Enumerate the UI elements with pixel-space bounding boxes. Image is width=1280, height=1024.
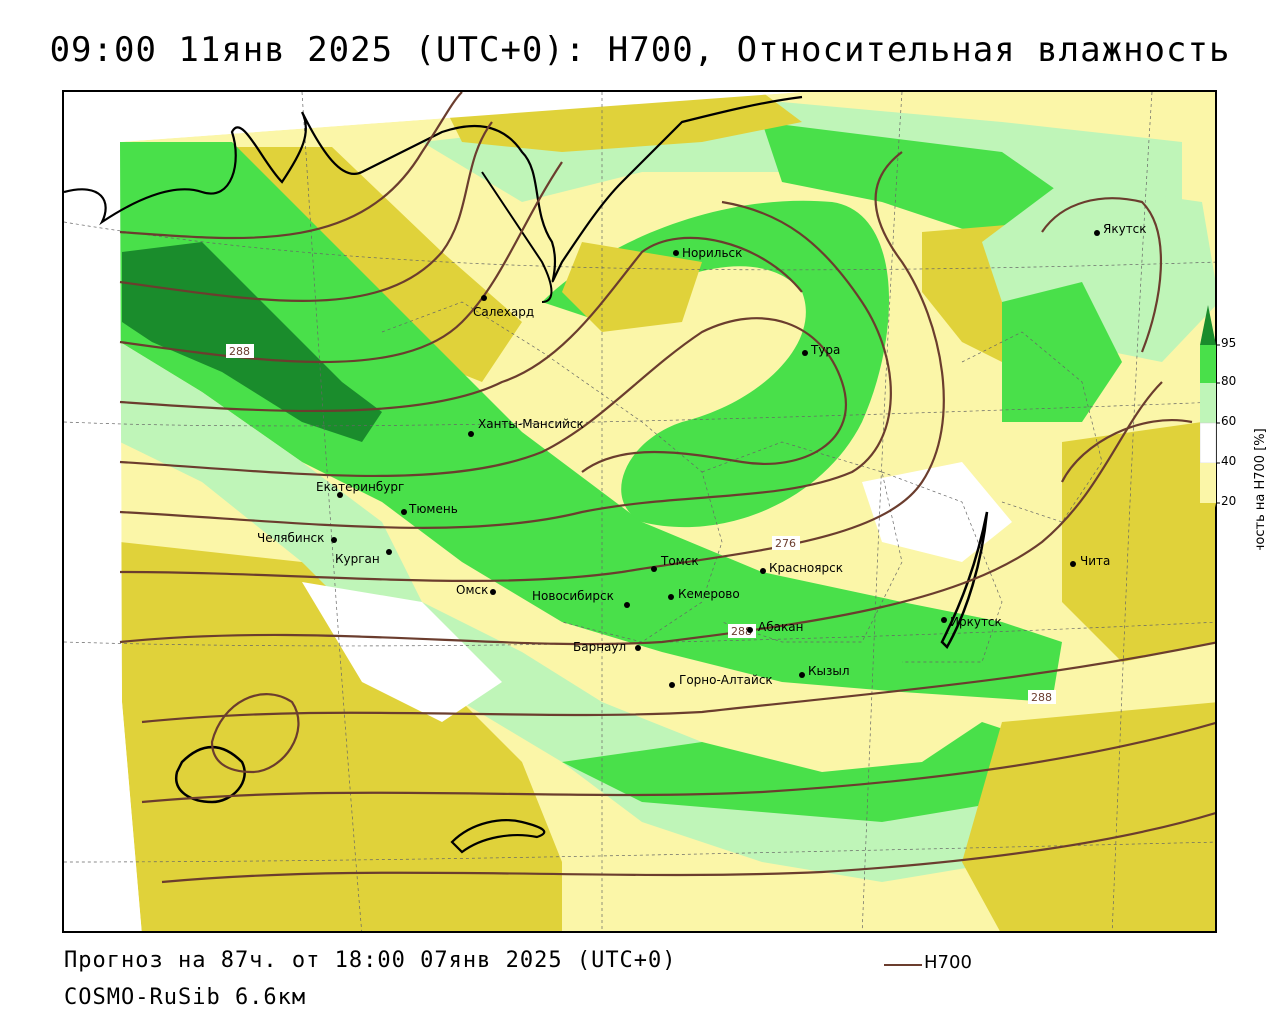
humidity-field [64, 92, 1215, 931]
city-tura: Тура [802, 343, 840, 357]
svg-text:288: 288 [229, 345, 250, 358]
contour-label-288-nw: 288 [226, 344, 254, 358]
svg-text:Тура: Тура [810, 343, 840, 357]
cities: Норильск Якутск Салехард Тура Ханты-Манс… [257, 222, 1147, 688]
svg-text:Тюмень: Тюмень [408, 502, 458, 516]
colorbar-tick-95: 95 [1221, 336, 1236, 350]
city-chita: Чита [1070, 554, 1110, 568]
city-novosibirsk: Новосибирск [532, 589, 630, 608]
svg-text:Норильск: Норильск [682, 246, 742, 260]
city-kurgan: Курган [335, 549, 392, 566]
city-kemerovo: Кемерово [668, 587, 740, 601]
svg-text:Томск: Томск [660, 554, 699, 568]
contour-labels: 288 276 288 288 [226, 344, 1056, 704]
humidity-green-band [120, 142, 1062, 702]
city-salekhard: Салехард [473, 295, 534, 319]
city-irkutsk: Иркутск [941, 615, 1002, 629]
svg-text:Омск: Омск [456, 583, 488, 597]
contour-label-288-east: 288 [1028, 690, 1056, 704]
humidity-lightgreen-south [120, 342, 1002, 882]
contour-label-276: 276 [772, 536, 800, 550]
svg-text:Якутск: Якутск [1103, 222, 1147, 236]
svg-text:Кызыл: Кызыл [808, 664, 850, 678]
svg-text:Новосибирск: Новосибирск [532, 589, 614, 603]
colorbar-light-yellow [1200, 463, 1216, 503]
humidity-green-arctic [762, 122, 1102, 242]
city-yakutsk: Якутск [1094, 222, 1147, 236]
city-omsk: Омск [456, 583, 496, 597]
humidity-green-south [562, 722, 1042, 822]
city-khanty-mansiysk: Ханты-Мансийск [468, 417, 584, 437]
colorbar-tick-80: 80 [1221, 374, 1236, 388]
svg-text:Абакан: Абакан [758, 620, 803, 634]
svg-text:Курган: Курган [335, 552, 380, 566]
city-tomsk: Томск [651, 554, 699, 572]
map-canvas: 288 276 288 288 Норильск Якутск Салехард… [64, 92, 1215, 931]
forecast-map: 288 276 288 288 Норильск Якутск Салехард… [62, 90, 1217, 933]
svg-text:Кемерово: Кемерово [678, 587, 740, 601]
colorbar-tick-60: 60 [1221, 414, 1236, 428]
city-norilsk: Норильск [673, 246, 742, 260]
map-title: 09:00 11янв 2025 (UTC+0): H700, Относите… [49, 30, 1231, 70]
colorbar-tick-40: 40 [1221, 454, 1236, 468]
city-chelyabinsk: Челябинск [257, 531, 337, 545]
colorbar-green [1200, 345, 1216, 383]
contour-legend-label: H700 [924, 952, 972, 973]
svg-text:Иркутск: Иркутск [950, 615, 1002, 629]
svg-text:Барнаул: Барнаул [573, 640, 626, 654]
humidity-yellow-east [1062, 422, 1215, 662]
svg-text:288: 288 [731, 625, 752, 638]
humidity-yellow-southeast [962, 702, 1215, 931]
city-gorno-altaysk: Горно-Алтайск [669, 673, 773, 688]
humidity-yellow-southwest-core [152, 642, 302, 802]
h700-contours [119, 92, 1215, 884]
model-name: COSMO-RuSib 6.6км [64, 985, 307, 1010]
svg-text:Красноярск: Красноярск [769, 561, 843, 575]
city-abakan: Абакан [747, 620, 803, 634]
colorbar-light-green [1200, 383, 1216, 423]
svg-text:Горно-Алтайск: Горно-Алтайск [679, 673, 773, 687]
svg-text:Ханты-Мансийск: Ханты-Мансийск [478, 417, 584, 431]
city-yekaterinburg: Екатеринбург [316, 480, 404, 498]
svg-text:Екатеринбург: Екатеринбург [316, 480, 404, 494]
forecast-info: Прогноз на 87ч. от 18:00 07янв 2025 (UTC… [64, 948, 677, 973]
contour-legend-swatch [884, 964, 922, 966]
humidity-white-south [302, 582, 502, 722]
svg-text:288: 288 [1031, 691, 1052, 704]
city-tyumen: Тюмень [401, 502, 458, 516]
svg-text:Чита: Чита [1080, 554, 1110, 568]
city-krasnoyarsk: Красноярск [760, 561, 843, 575]
city-kyzyl: Кызыл [799, 664, 850, 678]
humidity-colorbar: 95 80 60 40 20 Влажность на H700 [%] [1200, 305, 1268, 550]
svg-text:Челябинск: Челябинск [257, 531, 324, 545]
humidity-green-east [1002, 282, 1122, 422]
colorbar-dark-green-tip [1200, 305, 1216, 345]
contour-legend: H700 [884, 950, 1154, 976]
colorbar-tick-20: 20 [1221, 494, 1236, 508]
svg-text:Салехард: Салехард [473, 305, 534, 319]
humidity-white-east [862, 462, 1012, 562]
colorbar-yellow-tip [1200, 503, 1216, 540]
humidity-yellow-southwest [120, 542, 562, 931]
city-barnaul: Барнаул [573, 640, 641, 654]
colorbar-white [1200, 422, 1217, 464]
svg-text:276: 276 [775, 537, 796, 550]
colorbar-title: Влажность на H700 [%] [1253, 428, 1268, 550]
